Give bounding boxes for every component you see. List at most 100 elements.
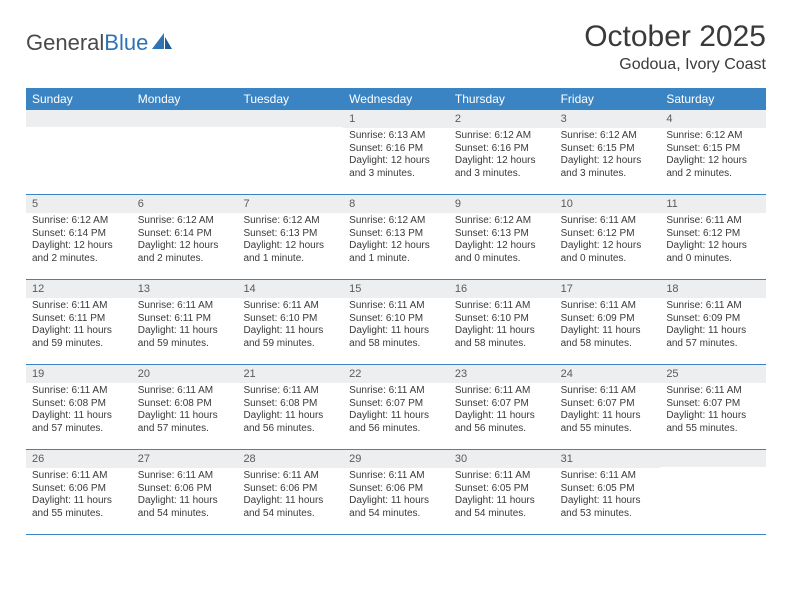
sunrise-text: Sunrise: 6:11 AM [349, 300, 443, 313]
day-body: Sunrise: 6:11 AMSunset: 6:12 PMDaylight:… [555, 213, 661, 269]
day-body: Sunrise: 6:11 AMSunset: 6:10 PMDaylight:… [237, 298, 343, 354]
day-number: 23 [449, 365, 555, 383]
daylight-text: Daylight: 11 hours and 56 minutes. [243, 410, 337, 435]
week-row: 12Sunrise: 6:11 AMSunset: 6:11 PMDayligh… [26, 280, 766, 365]
day-body [237, 127, 343, 133]
week-row: 5Sunrise: 6:12 AMSunset: 6:14 PMDaylight… [26, 195, 766, 280]
daylight-text: Daylight: 11 hours and 59 minutes. [32, 325, 126, 350]
day-cell: 26Sunrise: 6:11 AMSunset: 6:06 PMDayligh… [26, 450, 132, 534]
sunrise-text: Sunrise: 6:13 AM [349, 130, 443, 143]
daylight-text: Daylight: 11 hours and 53 minutes. [561, 495, 655, 520]
daylight-text: Daylight: 12 hours and 3 minutes. [349, 155, 443, 180]
day-cell: 21Sunrise: 6:11 AMSunset: 6:08 PMDayligh… [237, 365, 343, 449]
daylight-text: Daylight: 12 hours and 0 minutes. [455, 240, 549, 265]
sunrise-text: Sunrise: 6:11 AM [561, 300, 655, 313]
daylight-text: Daylight: 11 hours and 55 minutes. [666, 410, 760, 435]
daylight-text: Daylight: 12 hours and 2 minutes. [138, 240, 232, 265]
day-body: Sunrise: 6:11 AMSunset: 6:08 PMDaylight:… [26, 383, 132, 439]
day-body: Sunrise: 6:11 AMSunset: 6:06 PMDaylight:… [343, 468, 449, 524]
day-cell [132, 110, 238, 194]
calendar-grid: Sunday Monday Tuesday Wednesday Thursday… [26, 88, 766, 535]
day-body [26, 127, 132, 133]
day-body: Sunrise: 6:11 AMSunset: 6:11 PMDaylight:… [26, 298, 132, 354]
sunset-text: Sunset: 6:08 PM [138, 398, 232, 411]
sunset-text: Sunset: 6:05 PM [561, 483, 655, 496]
day-cell: 6Sunrise: 6:12 AMSunset: 6:14 PMDaylight… [132, 195, 238, 279]
daylight-text: Daylight: 12 hours and 0 minutes. [561, 240, 655, 265]
sunrise-text: Sunrise: 6:11 AM [666, 385, 760, 398]
sunset-text: Sunset: 6:12 PM [561, 228, 655, 241]
brand-sail-icon [150, 31, 174, 56]
daylight-text: Daylight: 11 hours and 54 minutes. [138, 495, 232, 520]
sunrise-text: Sunrise: 6:12 AM [349, 215, 443, 228]
sunrise-text: Sunrise: 6:11 AM [666, 215, 760, 228]
sunset-text: Sunset: 6:06 PM [349, 483, 443, 496]
day-cell: 13Sunrise: 6:11 AMSunset: 6:11 PMDayligh… [132, 280, 238, 364]
day-number: 7 [237, 195, 343, 213]
day-cell: 17Sunrise: 6:11 AMSunset: 6:09 PMDayligh… [555, 280, 661, 364]
day-cell: 12Sunrise: 6:11 AMSunset: 6:11 PMDayligh… [26, 280, 132, 364]
day-body: Sunrise: 6:11 AMSunset: 6:07 PMDaylight:… [660, 383, 766, 439]
day-number: 30 [449, 450, 555, 468]
sunset-text: Sunset: 6:07 PM [455, 398, 549, 411]
day-body [132, 127, 238, 133]
sunrise-text: Sunrise: 6:12 AM [138, 215, 232, 228]
day-number [660, 450, 766, 467]
day-body: Sunrise: 6:13 AMSunset: 6:16 PMDaylight:… [343, 128, 449, 184]
daylight-text: Daylight: 11 hours and 54 minutes. [455, 495, 549, 520]
day-number: 27 [132, 450, 238, 468]
week-row: 1Sunrise: 6:13 AMSunset: 6:16 PMDaylight… [26, 110, 766, 195]
day-number [26, 110, 132, 127]
day-cell: 28Sunrise: 6:11 AMSunset: 6:06 PMDayligh… [237, 450, 343, 534]
day-body: Sunrise: 6:12 AMSunset: 6:13 PMDaylight:… [343, 213, 449, 269]
brand-name-part1: General [26, 30, 104, 55]
day-number: 29 [343, 450, 449, 468]
month-title: October 2025 [584, 20, 766, 54]
day-cell: 20Sunrise: 6:11 AMSunset: 6:08 PMDayligh… [132, 365, 238, 449]
day-cell: 10Sunrise: 6:11 AMSunset: 6:12 PMDayligh… [555, 195, 661, 279]
sunrise-text: Sunrise: 6:12 AM [243, 215, 337, 228]
sunrise-text: Sunrise: 6:11 AM [455, 385, 549, 398]
day-cell: 1Sunrise: 6:13 AMSunset: 6:16 PMDaylight… [343, 110, 449, 194]
day-number: 17 [555, 280, 661, 298]
day-body: Sunrise: 6:11 AMSunset: 6:07 PMDaylight:… [449, 383, 555, 439]
daylight-text: Daylight: 12 hours and 1 minute. [349, 240, 443, 265]
day-cell: 5Sunrise: 6:12 AMSunset: 6:14 PMDaylight… [26, 195, 132, 279]
day-cell: 3Sunrise: 6:12 AMSunset: 6:15 PMDaylight… [555, 110, 661, 194]
sunset-text: Sunset: 6:09 PM [561, 313, 655, 326]
sunrise-text: Sunrise: 6:11 AM [32, 470, 126, 483]
day-body: Sunrise: 6:11 AMSunset: 6:12 PMDaylight:… [660, 213, 766, 269]
sunrise-text: Sunrise: 6:11 AM [455, 470, 549, 483]
sunrise-text: Sunrise: 6:12 AM [561, 130, 655, 143]
day-body: Sunrise: 6:12 AMSunset: 6:15 PMDaylight:… [660, 128, 766, 184]
header: GeneralBlue October 2025 Godoua, Ivory C… [26, 20, 766, 74]
sunset-text: Sunset: 6:16 PM [349, 143, 443, 156]
sunrise-text: Sunrise: 6:11 AM [243, 470, 337, 483]
day-number: 3 [555, 110, 661, 128]
sunset-text: Sunset: 6:13 PM [455, 228, 549, 241]
sunset-text: Sunset: 6:06 PM [138, 483, 232, 496]
weekday-header: Thursday [449, 88, 555, 110]
daylight-text: Daylight: 12 hours and 2 minutes. [32, 240, 126, 265]
day-body: Sunrise: 6:11 AMSunset: 6:05 PMDaylight:… [555, 468, 661, 524]
sunset-text: Sunset: 6:11 PM [32, 313, 126, 326]
sunset-text: Sunset: 6:16 PM [455, 143, 549, 156]
day-body: Sunrise: 6:11 AMSunset: 6:09 PMDaylight:… [660, 298, 766, 354]
calendar-page: GeneralBlue October 2025 Godoua, Ivory C… [0, 0, 792, 612]
location-subtitle: Godoua, Ivory Coast [584, 56, 766, 74]
weekday-header: Friday [555, 88, 661, 110]
sunrise-text: Sunrise: 6:11 AM [243, 300, 337, 313]
sunrise-text: Sunrise: 6:11 AM [349, 470, 443, 483]
day-cell: 14Sunrise: 6:11 AMSunset: 6:10 PMDayligh… [237, 280, 343, 364]
weekday-header: Tuesday [237, 88, 343, 110]
day-cell: 31Sunrise: 6:11 AMSunset: 6:05 PMDayligh… [555, 450, 661, 534]
day-cell: 8Sunrise: 6:12 AMSunset: 6:13 PMDaylight… [343, 195, 449, 279]
sunset-text: Sunset: 6:09 PM [666, 313, 760, 326]
day-cell [26, 110, 132, 194]
day-number: 9 [449, 195, 555, 213]
day-number: 25 [660, 365, 766, 383]
brand-name-part2: Blue [104, 30, 148, 55]
brand-logo: GeneralBlue [26, 30, 174, 56]
day-number: 24 [555, 365, 661, 383]
day-cell: 15Sunrise: 6:11 AMSunset: 6:10 PMDayligh… [343, 280, 449, 364]
